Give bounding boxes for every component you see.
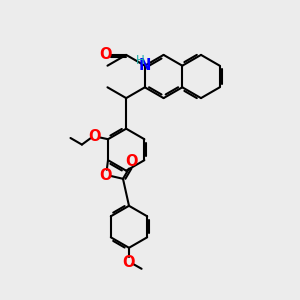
Text: O: O bbox=[123, 255, 135, 270]
Text: H: H bbox=[135, 54, 144, 67]
Text: O: O bbox=[88, 129, 101, 144]
Text: N: N bbox=[139, 58, 151, 73]
Text: O: O bbox=[99, 47, 111, 62]
Text: O: O bbox=[99, 168, 112, 183]
Text: O: O bbox=[126, 154, 138, 169]
